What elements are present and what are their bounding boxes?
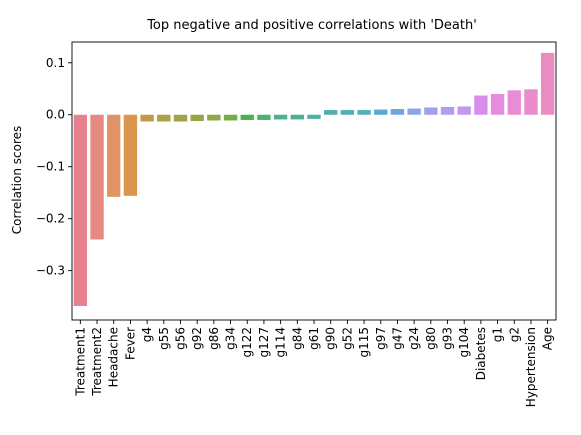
x-tick-label-g104: g104 <box>457 327 471 358</box>
y-tick-label: 0.1 <box>46 56 65 70</box>
x-tick-label-g34: g34 <box>224 327 238 350</box>
bar-g47 <box>390 109 405 115</box>
bar-g1 <box>490 93 505 115</box>
bar-g127 <box>257 114 271 120</box>
y-tick-label: −0.2 <box>36 212 65 226</box>
plot-frame <box>71 41 557 321</box>
x-tick-label-g61: g61 <box>307 327 321 350</box>
bar-g61 <box>307 114 321 119</box>
x-tick-label-g86: g86 <box>207 327 221 350</box>
x-tick-label-g80: g80 <box>424 327 438 350</box>
x-tick-label-g115: g115 <box>357 327 371 358</box>
x-tick-label-g114: g114 <box>274 327 288 358</box>
y-ticks-group: −0.3 −0.2 −0.1 0.0 0.1 <box>36 56 72 278</box>
x-tick-label-g47: g47 <box>390 327 404 350</box>
x-tick-label-diabetes: Diabetes <box>474 327 488 380</box>
x-ticks-group: Treatment1 Treatment2 Headache Fever g4 g55 g5… <box>73 320 555 407</box>
bar-g56 <box>173 114 188 122</box>
bar-g86 <box>207 114 221 121</box>
bar-g34 <box>223 114 238 121</box>
y-tick-label: −0.3 <box>36 264 65 278</box>
x-tick-label-g56: g56 <box>173 327 187 350</box>
bar-g92 <box>190 114 204 121</box>
x-tick-label-hypertension: Hypertension <box>524 327 538 407</box>
bar-g115 <box>357 110 371 115</box>
chart-title: Top negative and positive correlations w… <box>146 18 477 33</box>
x-tick-label-g84: g84 <box>290 327 304 350</box>
x-tick-label-g97: g97 <box>374 327 388 350</box>
x-tick-label-g127: g127 <box>257 327 271 358</box>
x-tick-label-g90: g90 <box>324 327 338 350</box>
bar-g90 <box>324 110 338 115</box>
bar-g114 <box>273 114 288 120</box>
x-tick-label-g1: g1 <box>491 327 505 342</box>
bar-g55 <box>157 114 171 122</box>
y-tick-label: 0.0 <box>46 108 65 122</box>
y-axis-label: Correlation scores <box>10 126 24 234</box>
bar-treatment1 <box>73 114 88 306</box>
bar-fever <box>123 114 138 196</box>
bar-g52 <box>340 110 355 115</box>
bar-g93 <box>440 106 455 115</box>
bar-g2 <box>507 90 521 115</box>
bar-headache <box>107 114 121 197</box>
bar-g80 <box>424 107 438 115</box>
x-tick-label-fever: Fever <box>123 327 137 360</box>
bar-diabetes <box>474 95 488 115</box>
bar-g104 <box>457 106 471 115</box>
x-tick-label-age: Age <box>541 327 555 350</box>
bar-age <box>540 52 555 115</box>
bar-g24 <box>407 108 421 115</box>
x-tick-label-g52: g52 <box>340 327 354 350</box>
bars-group <box>73 52 555 306</box>
bar-g97 <box>374 109 388 115</box>
x-tick-label-g55: g55 <box>157 327 171 350</box>
x-tick-label-g4: g4 <box>140 327 154 342</box>
x-tick-label-g92: g92 <box>190 327 204 350</box>
bar-g122 <box>240 114 254 120</box>
bar-g84 <box>290 114 304 120</box>
x-tick-label-g2: g2 <box>507 327 521 342</box>
bar-treatment2 <box>90 114 104 240</box>
x-tick-label-headache: Headache <box>107 327 121 387</box>
x-tick-label-g122: g122 <box>240 327 254 358</box>
x-tick-label-g24: g24 <box>407 327 421 350</box>
x-tick-label-treatment2: Treatment2 <box>90 327 104 397</box>
bar-g4 <box>140 114 154 122</box>
x-tick-label-treatment1: Treatment1 <box>73 327 87 397</box>
y-tick-label: −0.1 <box>36 160 65 174</box>
bar-hypertension <box>524 89 538 115</box>
x-tick-label-g93: g93 <box>441 327 455 350</box>
